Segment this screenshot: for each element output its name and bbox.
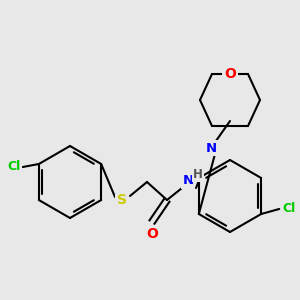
Text: O: O: [224, 67, 236, 81]
Text: N: N: [206, 142, 217, 154]
Text: N: N: [182, 175, 194, 188]
Text: H: H: [193, 169, 203, 182]
Text: S: S: [117, 193, 127, 207]
Text: Cl: Cl: [7, 160, 20, 173]
Text: Cl: Cl: [283, 202, 296, 214]
Text: O: O: [146, 227, 158, 241]
